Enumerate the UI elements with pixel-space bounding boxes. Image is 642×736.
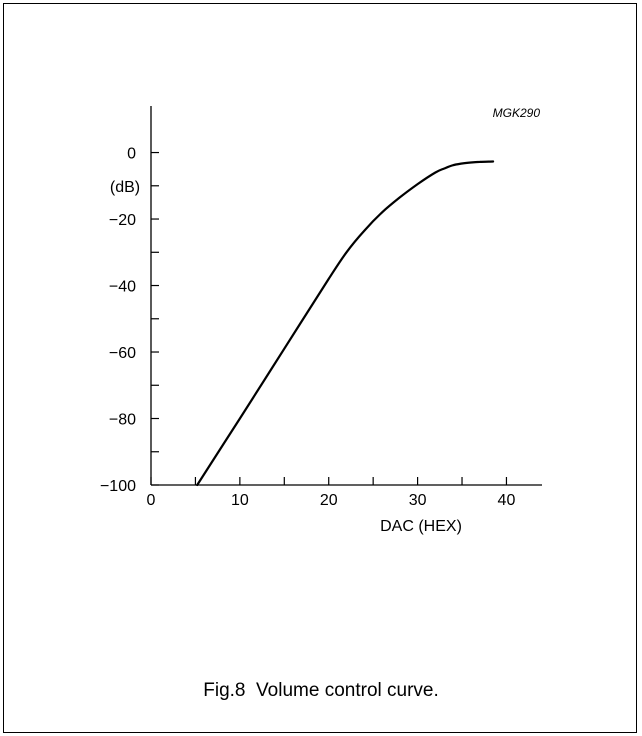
x-tick-label: 20 [320,492,338,509]
x-axis-label: DAC (HEX) [380,518,462,535]
axes [150,106,542,486]
volume-curve-line [196,160,495,487]
figure-code: MGK290 [493,106,541,120]
x-tick-label: 40 [498,492,516,509]
y-tick-label: −20 [109,212,136,229]
figure-frame [3,3,637,733]
ticks [150,151,508,486]
y-tick-label: −60 [109,345,136,362]
x-tick-label: 30 [409,492,427,509]
y-tick-label: −40 [109,279,136,296]
figure-caption: Fig.8 Volume control curve. [203,680,439,701]
x-tick-label: 10 [231,492,249,509]
y-axis-label: (dB) [110,179,140,196]
y-tick-label: 0 [127,146,136,163]
tick-labels: 0 −20 −40 −60 −80 −100 0 10 20 30 40 [100,146,516,509]
y-tick-label: −80 [109,412,136,429]
x-tick-label: 0 [147,492,156,509]
y-tick-label: −100 [100,478,136,495]
